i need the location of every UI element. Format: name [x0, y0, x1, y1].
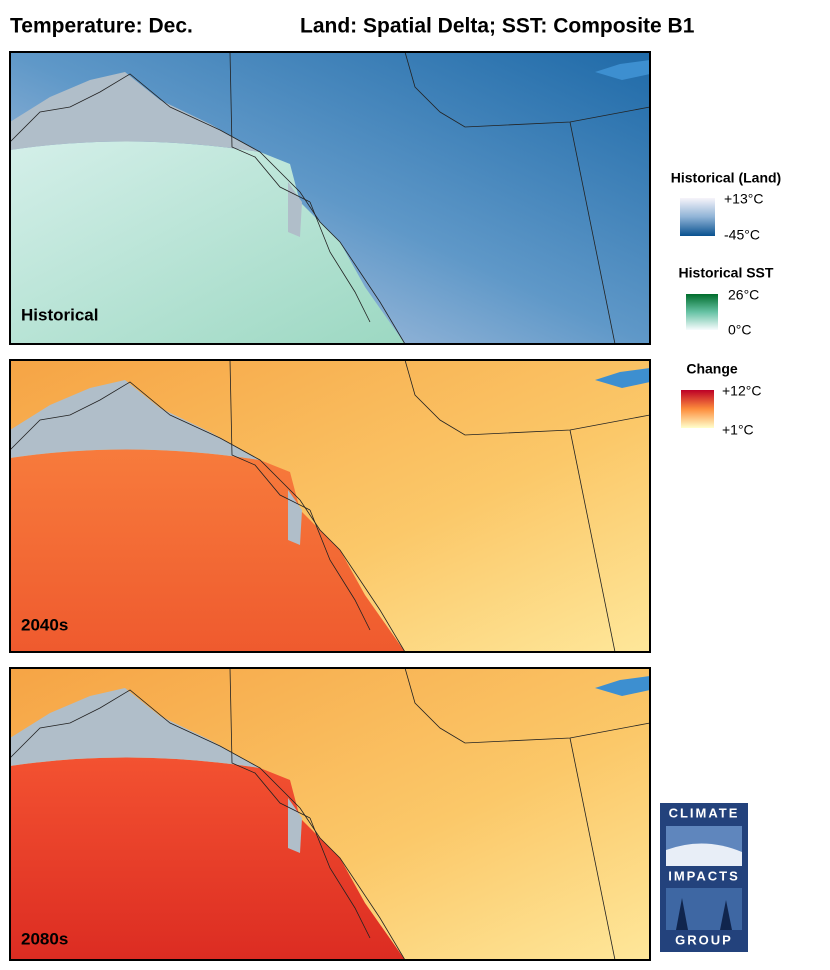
legend-min: -45°C [724, 227, 760, 243]
logo-text: GROUP [675, 932, 733, 947]
map-panel: 2040s [9, 359, 651, 653]
legend-max: 26°C [728, 287, 759, 303]
legend: Historical (Land) +13°C -45°C Historical… [671, 170, 781, 438]
legend-title: Change [686, 361, 738, 377]
map-panel: Historical [9, 51, 651, 345]
panel-label: 2040s [21, 615, 68, 634]
logo: CLIMATE IMPACTS GROUP [660, 803, 748, 952]
panel-label: Historical [21, 305, 98, 324]
legend-title: Historical (Land) [671, 170, 781, 186]
legend-min: +1°C [722, 422, 754, 438]
legend-max: +13°C [724, 191, 763, 207]
header-left: Temperature: Dec. [10, 15, 193, 38]
map-panel: 2080s [9, 667, 651, 961]
legend-max: +12°C [722, 383, 761, 399]
header-right: Land: Spatial Delta; SST: Composite B1 [300, 15, 695, 38]
legend-title: Historical SST [679, 265, 774, 281]
logo-text: IMPACTS [668, 868, 740, 883]
logo-text: CLIMATE [669, 805, 740, 820]
panel-label: 2080s [21, 929, 68, 948]
legend-min: 0°C [728, 322, 752, 338]
